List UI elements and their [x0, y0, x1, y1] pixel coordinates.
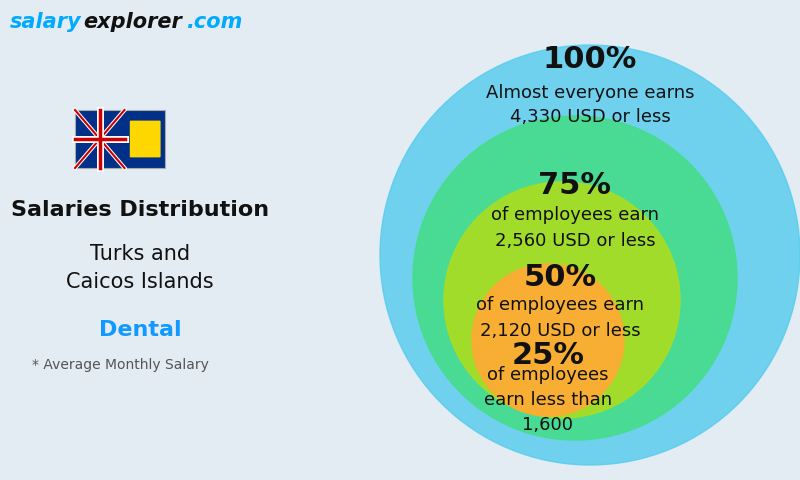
Circle shape [444, 182, 680, 418]
Text: of employees
earn less than
1,600: of employees earn less than 1,600 [484, 366, 612, 434]
Text: 100%: 100% [543, 46, 637, 74]
Text: 50%: 50% [523, 264, 597, 292]
FancyBboxPatch shape [130, 120, 161, 157]
Text: Turks and
Caicos Islands: Turks and Caicos Islands [66, 244, 214, 292]
Text: Almost everyone earns
4,330 USD or less: Almost everyone earns 4,330 USD or less [486, 84, 694, 127]
Text: salary: salary [10, 12, 82, 32]
Text: 25%: 25% [511, 340, 585, 370]
Circle shape [472, 264, 624, 416]
Text: .com: .com [186, 12, 242, 32]
Text: of employees earn
2,560 USD or less: of employees earn 2,560 USD or less [491, 206, 659, 250]
Text: * Average Monthly Salary: * Average Monthly Salary [31, 358, 209, 372]
Text: of employees earn
2,120 USD or less: of employees earn 2,120 USD or less [476, 297, 644, 339]
Circle shape [413, 116, 737, 440]
Text: 75%: 75% [538, 170, 611, 200]
Circle shape [380, 45, 800, 465]
Text: Salaries Distribution: Salaries Distribution [11, 200, 269, 220]
Text: explorer: explorer [83, 12, 182, 32]
FancyBboxPatch shape [75, 110, 165, 168]
Text: Dental: Dental [98, 320, 182, 340]
